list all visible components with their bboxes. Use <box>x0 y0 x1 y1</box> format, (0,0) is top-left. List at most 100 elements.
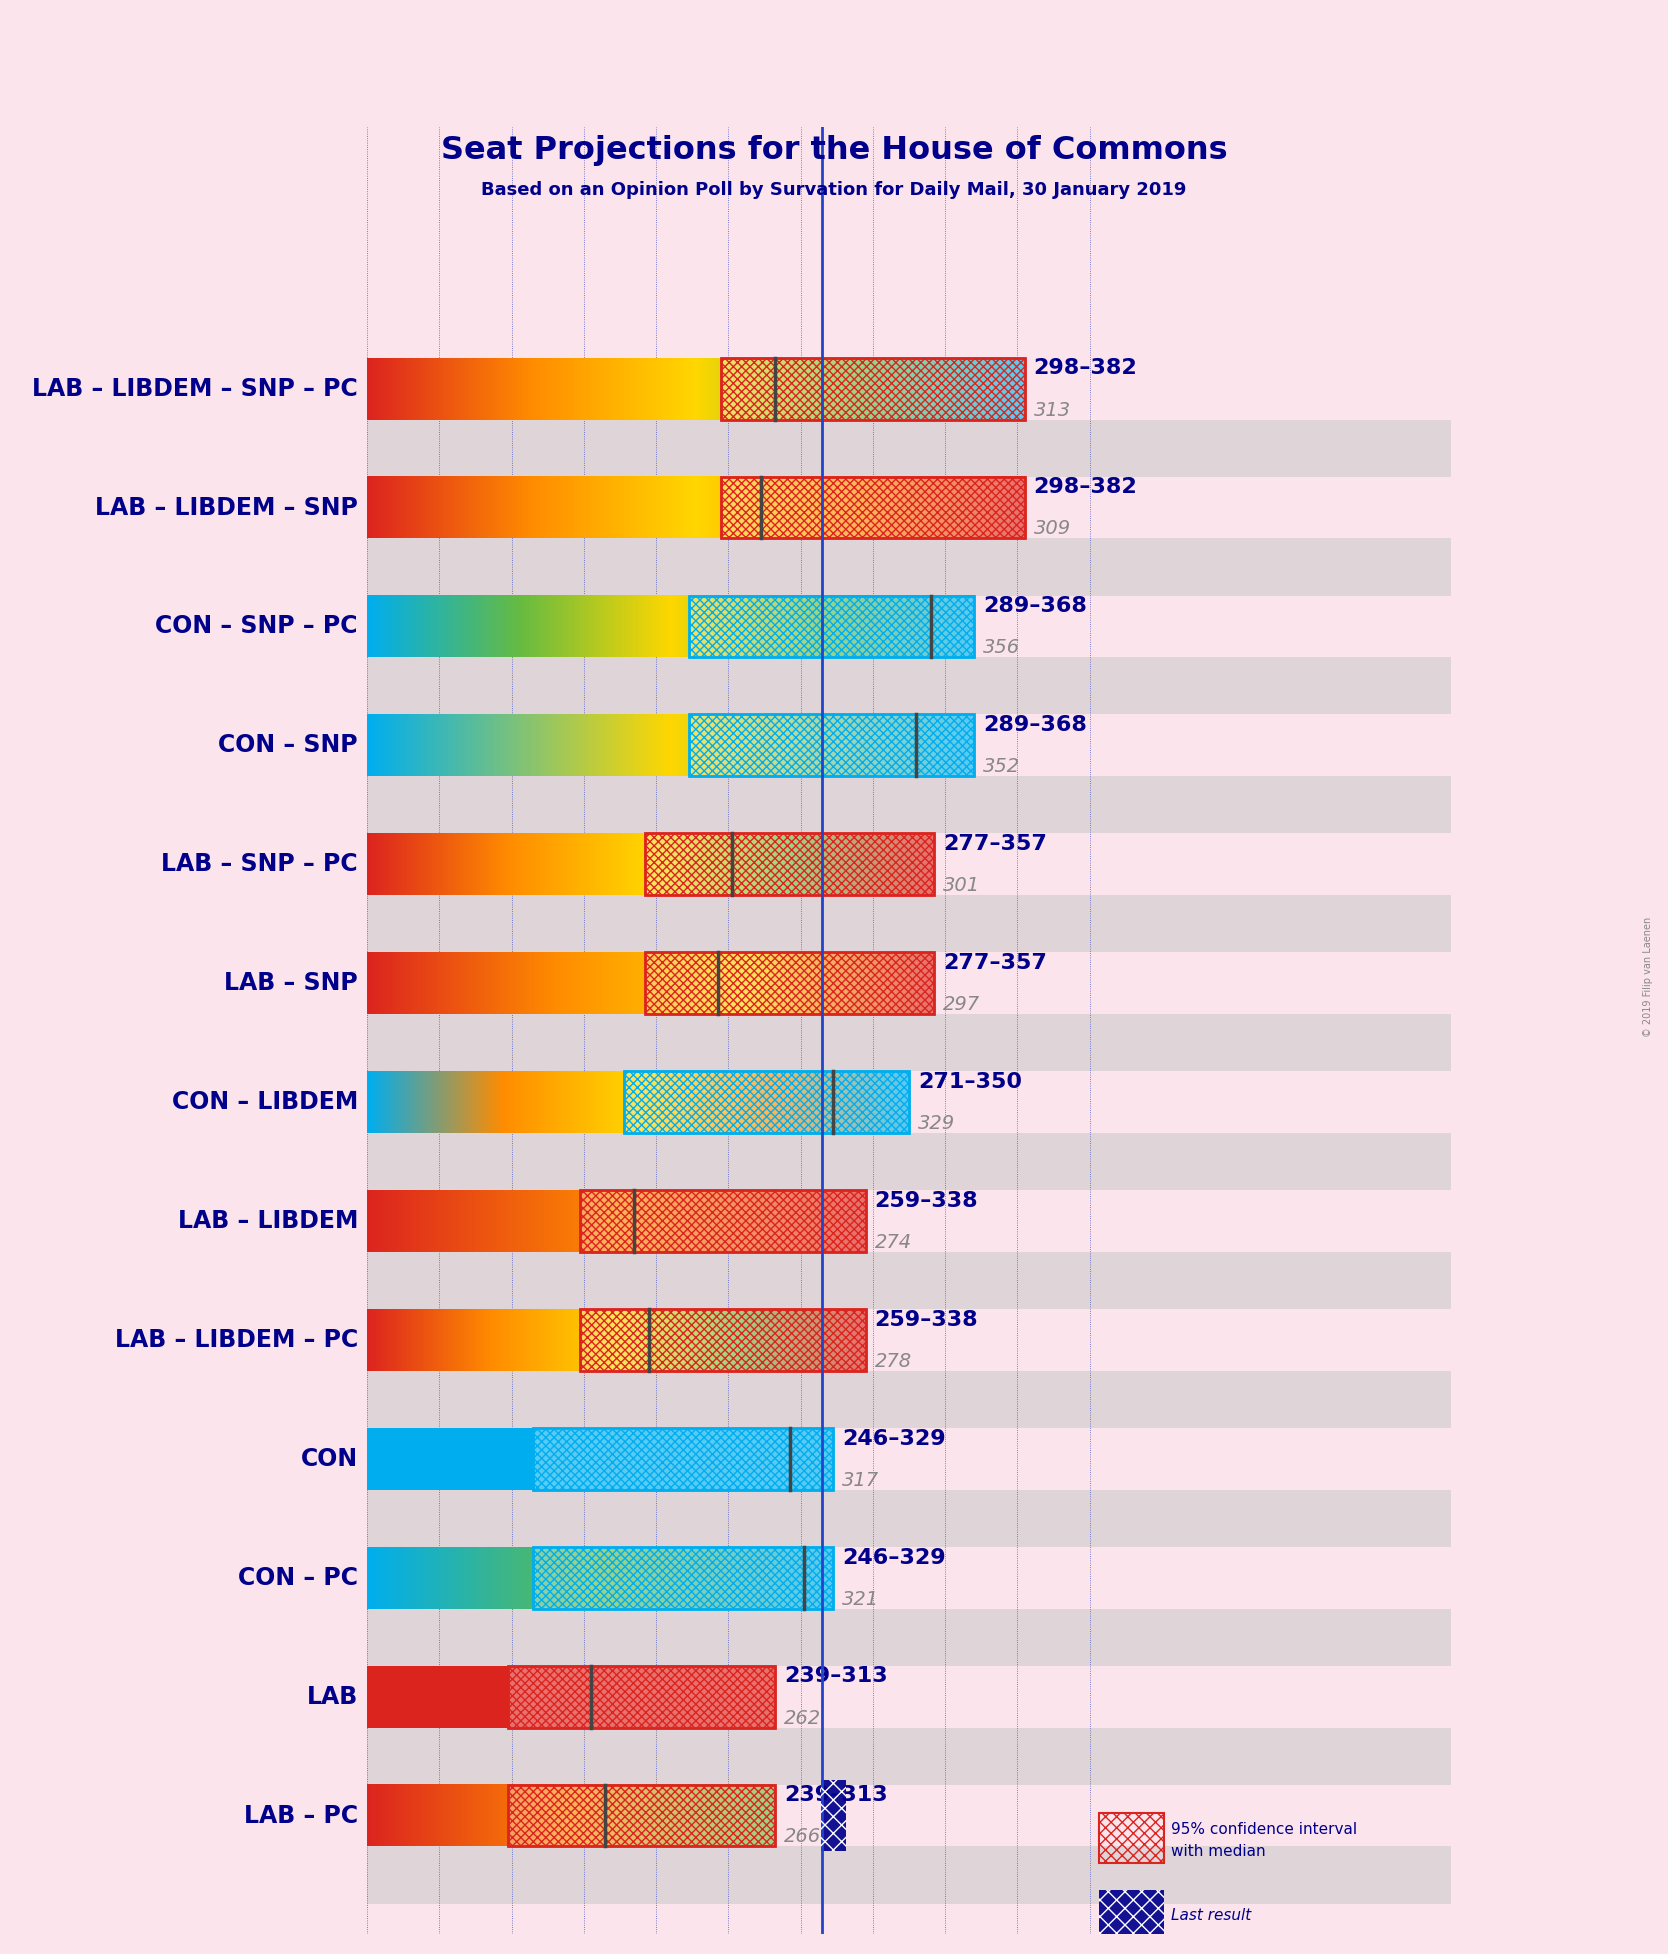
Text: CON – LIBDEM: CON – LIBDEM <box>172 1090 359 1114</box>
Bar <box>646 952 934 1014</box>
Text: CON – PC: CON – PC <box>239 1565 359 1591</box>
Bar <box>507 1665 776 1727</box>
Bar <box>689 596 974 657</box>
Bar <box>721 358 1024 420</box>
Bar <box>646 832 934 895</box>
Bar <box>1099 1813 1164 1862</box>
Bar <box>367 1489 1451 1548</box>
Text: CON – SNP: CON – SNP <box>219 733 359 758</box>
Text: 277–357: 277–357 <box>944 834 1048 854</box>
Bar <box>721 477 1024 539</box>
Bar <box>534 1428 832 1489</box>
Text: LAB – SNP: LAB – SNP <box>224 971 359 995</box>
Text: CON – SNP – PC: CON – SNP – PC <box>155 614 359 639</box>
Bar <box>367 420 1451 477</box>
Bar <box>367 776 1451 832</box>
Text: 352: 352 <box>982 758 1021 776</box>
Text: 239–313: 239–313 <box>784 1786 887 1805</box>
Text: 278: 278 <box>874 1352 912 1372</box>
Text: CON: CON <box>300 1446 359 1471</box>
Text: with median: with median <box>1171 1845 1266 1858</box>
Bar <box>646 952 934 1014</box>
Bar <box>367 1253 1451 1309</box>
Bar <box>689 715 974 776</box>
Text: Last result: Last result <box>1171 1907 1251 1923</box>
Bar <box>1099 1890 1164 1940</box>
Text: LAB – PC: LAB – PC <box>244 1804 359 1827</box>
Bar <box>580 1309 866 1372</box>
Text: LAB – LIBDEM: LAB – LIBDEM <box>177 1210 359 1233</box>
Bar <box>624 1071 909 1133</box>
Text: 309: 309 <box>1034 520 1071 539</box>
Bar <box>689 596 974 657</box>
Bar <box>367 657 1451 715</box>
Text: 297: 297 <box>944 995 981 1014</box>
Text: 289–368: 289–368 <box>982 715 1088 735</box>
Bar <box>367 1428 832 1489</box>
Bar <box>367 1665 776 1727</box>
Text: 266: 266 <box>784 1827 822 1847</box>
Text: 277–357: 277–357 <box>944 954 1048 973</box>
Bar <box>721 358 1024 420</box>
Text: 271–350: 271–350 <box>917 1073 1022 1092</box>
Bar <box>367 895 1451 952</box>
Bar <box>821 1780 846 1850</box>
Bar <box>534 1548 832 1608</box>
Text: © 2019 Filip van Laenen: © 2019 Filip van Laenen <box>1643 916 1653 1038</box>
Text: 301: 301 <box>944 875 981 895</box>
Bar <box>580 1190 866 1253</box>
Text: 246–329: 246–329 <box>842 1548 946 1567</box>
Text: 259–338: 259–338 <box>874 1309 979 1329</box>
Text: LAB – LIBDEM – PC: LAB – LIBDEM – PC <box>115 1329 359 1352</box>
Bar <box>367 1014 1451 1071</box>
Bar <box>689 596 974 657</box>
Bar <box>1099 1890 1164 1940</box>
Bar <box>580 1190 866 1253</box>
Bar <box>689 715 974 776</box>
Text: LAB – SNP – PC: LAB – SNP – PC <box>162 852 359 875</box>
Bar <box>367 1727 1451 1784</box>
Text: 321: 321 <box>842 1591 879 1608</box>
Bar <box>580 1309 866 1372</box>
Text: 317: 317 <box>842 1471 879 1489</box>
Text: LAB – LIBDEM – SNP – PC: LAB – LIBDEM – SNP – PC <box>32 377 359 401</box>
Text: 262: 262 <box>784 1708 822 1727</box>
Text: LAB: LAB <box>307 1684 359 1708</box>
Text: Based on an Opinion Poll by Survation for Daily Mail, 30 January 2019: Based on an Opinion Poll by Survation fo… <box>482 182 1186 199</box>
Bar <box>367 1608 1451 1665</box>
Text: 246–329: 246–329 <box>842 1428 946 1448</box>
Bar <box>689 715 974 776</box>
Text: 95% confidence interval: 95% confidence interval <box>1171 1823 1358 1837</box>
Text: 356: 356 <box>982 639 1021 657</box>
Bar <box>624 1071 909 1133</box>
Bar <box>534 1428 832 1489</box>
Bar <box>507 1665 776 1727</box>
Bar <box>507 1784 776 1847</box>
Text: 274: 274 <box>874 1233 912 1253</box>
Bar <box>367 1847 1451 1903</box>
Bar <box>624 1071 909 1133</box>
Bar <box>534 1548 832 1608</box>
Bar <box>721 358 1024 420</box>
Text: 298–382: 298–382 <box>1034 477 1138 498</box>
Bar <box>580 1190 866 1253</box>
Bar <box>367 1372 1451 1428</box>
Text: Seat Projections for the House of Commons: Seat Projections for the House of Common… <box>440 135 1228 166</box>
Bar <box>507 1784 776 1847</box>
Bar <box>367 1133 1451 1190</box>
Text: 289–368: 289–368 <box>982 596 1088 616</box>
Bar <box>646 832 934 895</box>
Bar <box>646 952 934 1014</box>
Text: 259–338: 259–338 <box>874 1190 979 1211</box>
Text: LAB – LIBDEM – SNP: LAB – LIBDEM – SNP <box>95 496 359 520</box>
Text: 313: 313 <box>1034 401 1071 420</box>
Bar <box>507 1665 776 1727</box>
Bar <box>721 477 1024 539</box>
Bar <box>646 832 934 895</box>
Bar <box>721 477 1024 539</box>
Text: 329: 329 <box>917 1114 956 1133</box>
Text: 239–313: 239–313 <box>784 1667 887 1686</box>
Text: 298–382: 298–382 <box>1034 358 1138 379</box>
Bar <box>821 1780 846 1850</box>
Bar <box>367 539 1451 596</box>
